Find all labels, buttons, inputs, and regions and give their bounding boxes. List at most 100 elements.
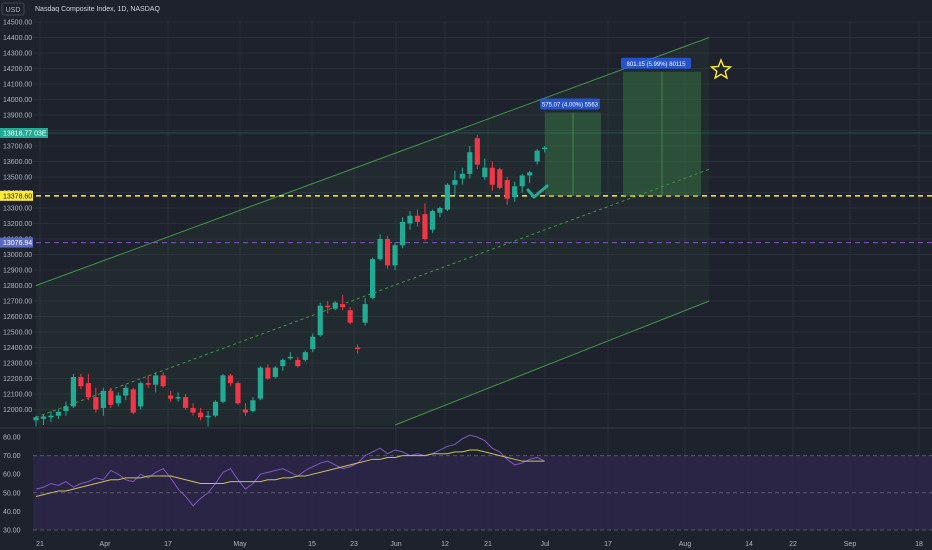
candle-body[interactable] [459, 173, 465, 179]
candle-body[interactable] [78, 376, 84, 387]
candle-body[interactable] [340, 304, 346, 308]
x-tick-label: Aug [679, 541, 692, 548]
candle-body[interactable] [212, 401, 219, 416]
candle-body[interactable] [272, 367, 278, 377]
candle-body[interactable] [384, 239, 391, 266]
candle-body[interactable] [190, 407, 196, 413]
candle-body[interactable] [429, 211, 436, 230]
chart-title: Nasdaq Composite Index, 1D, NASDAQ [35, 6, 160, 13]
candle-body[interactable] [115, 395, 121, 404]
y-tick-label: 12700.00 [3, 299, 32, 306]
candle-body[interactable] [63, 406, 69, 412]
candle-body[interactable] [444, 184, 450, 210]
candle-body[interactable] [392, 245, 398, 266]
candle-body[interactable] [85, 383, 91, 398]
target-label: 575.07 (4.00%) 5563 [542, 103, 599, 109]
candle-body[interactable] [295, 359, 301, 367]
candle-body[interactable] [377, 239, 383, 260]
rsi-ma-line [35, 449, 545, 498]
candle-body[interactable] [123, 387, 129, 396]
candle-body[interactable] [100, 390, 106, 408]
candle-body[interactable] [370, 259, 376, 298]
candle-body[interactable] [138, 383, 144, 407]
x-tick-label: 17 [164, 541, 172, 548]
candle-body[interactable] [197, 412, 204, 418]
x-tick-label: 23 [350, 541, 358, 548]
candle-body[interactable] [422, 214, 428, 239]
y-tick-label: 13000.00 [3, 252, 32, 259]
candle-body[interactable] [280, 359, 286, 367]
candle-body[interactable] [145, 383, 151, 385]
x-tick-label: 14 [745, 541, 753, 548]
candle-body[interactable] [467, 152, 473, 174]
candle-body[interactable] [542, 147, 548, 150]
candle-body[interactable] [437, 208, 443, 213]
candle-body[interactable] [519, 175, 525, 187]
candle-body[interactable] [302, 352, 308, 360]
candle-body[interactable] [93, 397, 99, 410]
candle-body[interactable] [347, 310, 353, 323]
candle-body[interactable] [250, 400, 256, 412]
candle-body[interactable] [55, 411, 62, 416]
candle-body[interactable] [160, 375, 166, 387]
candle-body[interactable] [317, 305, 323, 336]
candle-body[interactable] [474, 138, 480, 165]
candle-body[interactable] [512, 186, 518, 198]
currency-badge[interactable] [1, 2, 25, 16]
y-tick-label: 14400.00 [3, 35, 32, 42]
candle-body[interactable] [33, 417, 39, 421]
candle-body[interactable] [407, 215, 413, 224]
candle-body[interactable] [70, 376, 76, 407]
candle-body[interactable] [355, 347, 361, 350]
candle-body[interactable] [527, 172, 533, 176]
candle-body[interactable] [362, 304, 368, 323]
y-tick-label: 12900.00 [3, 268, 32, 275]
candle-body[interactable] [332, 302, 338, 309]
support-badge [0, 190, 33, 201]
candle-body[interactable] [183, 397, 189, 408]
x-tick-label: 15 [308, 541, 316, 548]
candle-body[interactable] [227, 375, 234, 384]
candle-body[interactable] [287, 356, 293, 359]
candle-body[interactable] [235, 383, 241, 404]
y-tick-label: 12200.00 [3, 376, 32, 383]
rsi-tick-label: 40.00 [3, 509, 21, 516]
rsi-line [35, 434, 545, 507]
candle-body[interactable] [130, 389, 136, 413]
candle-body[interactable] [168, 395, 174, 399]
candle-body[interactable] [482, 167, 488, 177]
y-tick-label: 13200.00 [3, 221, 32, 228]
candle-body[interactable] [489, 167, 495, 185]
candle-body[interactable] [399, 221, 406, 246]
rsi-tick-label: 70.00 [3, 453, 21, 460]
candle-body[interactable] [414, 215, 421, 222]
candle-body[interactable] [534, 150, 540, 162]
support-label: 13378.60 [3, 193, 32, 200]
candle-body[interactable] [257, 367, 263, 399]
y-tick-label: 14500.00 [3, 20, 32, 27]
y-tick-label: 13600.00 [3, 159, 32, 166]
candle-body[interactable] [220, 375, 226, 402]
candle-body[interactable] [153, 375, 159, 385]
candle-body[interactable] [205, 415, 211, 418]
candle-layer[interactable] [33, 135, 548, 427]
candle-body[interactable] [504, 180, 510, 199]
candle-body[interactable] [175, 397, 181, 399]
candle-body[interactable] [242, 409, 249, 413]
candle-body[interactable] [48, 415, 54, 418]
y-tick-label: 13500.00 [3, 175, 32, 182]
candle-body[interactable] [325, 305, 331, 308]
x-tick-label: Sep [844, 541, 857, 548]
candle-body[interactable] [265, 367, 271, 379]
channel-line [35, 37, 710, 286]
candle-body[interactable] [40, 416, 47, 419]
grid-layer [0, 21, 932, 530]
candle-body[interactable] [108, 390, 114, 405]
rsi-pane[interactable] [33, 434, 932, 531]
y-tick-label: 12100.00 [3, 392, 32, 399]
candle-body[interactable] [497, 169, 503, 188]
x-tick-label: May [233, 541, 247, 548]
candle-body[interactable] [310, 336, 316, 350]
candle-body[interactable] [452, 180, 458, 185]
